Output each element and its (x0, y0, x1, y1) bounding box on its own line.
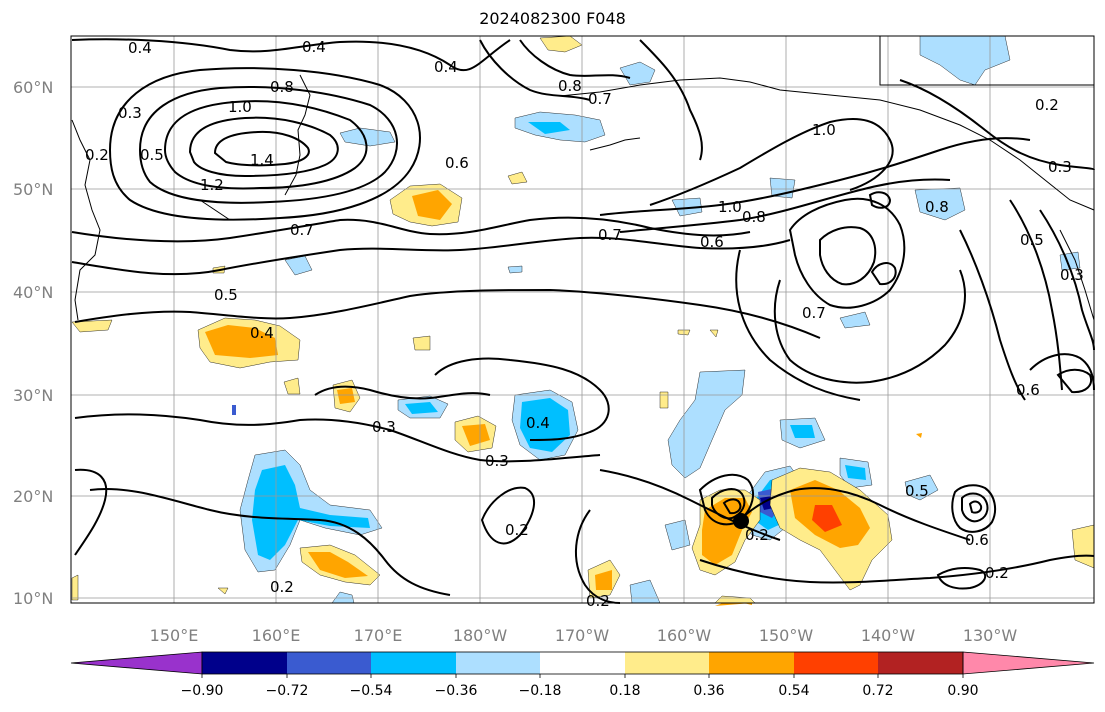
colorbar-tick-label: 0.54 (778, 683, 809, 699)
contour-label: 0.8 (742, 208, 766, 226)
colorbar-segment (456, 652, 540, 674)
contour-label: 0.7 (802, 304, 826, 322)
map-title: 2024082300 F048 (479, 9, 626, 28)
colorbar-tick-label: −0.36 (435, 683, 478, 699)
contour-label: 0.4 (250, 324, 274, 342)
lon-label: 170°W (555, 626, 610, 645)
colorbar-tick-label: −0.72 (266, 683, 309, 699)
negative-anomaly-shading (232, 35, 1081, 604)
coastlines (71, 36, 1095, 321)
contour-label: 0.6 (1016, 381, 1040, 399)
lon-label: 150°W (759, 626, 814, 645)
colorbar-segment (625, 652, 709, 674)
contour-label: 0.6 (965, 531, 989, 549)
lat-label: 50°N (13, 180, 53, 199)
colorbar-segment (794, 652, 878, 674)
colorbar-tick-label: 0.36 (693, 683, 724, 699)
contour-label: 0.3 (485, 452, 509, 470)
lon-label: 130°W (963, 626, 1018, 645)
latitude-labels: 60°N 50°N 40°N 30°N 20°N 10°N (13, 78, 53, 608)
colorbar-outline (201, 651, 964, 675)
contour-label: 1.0 (812, 121, 836, 139)
colorbar-extend-low (70, 651, 203, 675)
contour-label: 0.2 (270, 578, 294, 596)
contour-label: 0.3 (1060, 266, 1084, 284)
colorbar-segment (202, 652, 287, 674)
colorbar-tick-label: −0.90 (181, 683, 224, 699)
colorbar-tick-label: 0.18 (609, 683, 640, 699)
contour-label: 0.2 (505, 521, 529, 539)
contour-label: 0.2 (586, 592, 610, 610)
contour-label: 0.3 (118, 104, 142, 122)
longitude-labels: 150°E 160°E 170°E 180°W 170°W 160°W 150°… (150, 626, 1018, 645)
contour-label: 0.7 (290, 221, 314, 239)
contour-label: 0.2 (85, 146, 109, 164)
colorbar-extend-high (962, 651, 1095, 675)
lon-label: 160°W (657, 626, 712, 645)
positive-anomaly-shading (71, 35, 1095, 606)
contour-label: 0.2 (1035, 96, 1059, 114)
contour-label: 0.4 (302, 38, 326, 56)
contour-label: 0.7 (588, 90, 612, 108)
colorbar-tick-label: −0.54 (350, 683, 393, 699)
lon-label: 140°W (861, 626, 916, 645)
contour-label-group: 0.4 0.4 0.4 0.8 0.8 0.7 0.3 0.2 1.0 1.4 … (85, 38, 1084, 610)
storm-center-marker (733, 513, 749, 529)
contour-label: 0.3 (1048, 158, 1072, 176)
contour-label: 0.2 (745, 526, 769, 544)
map-frame (70, 35, 1095, 604)
lon-label: 160°E (252, 626, 301, 645)
lat-label: 40°N (13, 283, 53, 302)
lat-label: 20°N (13, 487, 53, 506)
contour-label: 1.0 (228, 98, 252, 116)
contour-label: 0.4 (434, 58, 458, 76)
lon-label: 180°W (453, 626, 508, 645)
contour-label: 0.5 (140, 146, 164, 164)
contour-lines (71, 38, 1095, 604)
lon-label: 170°E (354, 626, 403, 645)
contour-label: 1.2 (200, 176, 224, 194)
lat-label: 60°N (13, 78, 53, 97)
contour-label: 0.8 (925, 198, 949, 216)
contour-label: 0.8 (270, 78, 294, 96)
colorbar-tick-label: 0.72 (862, 683, 893, 699)
contour-label: 0.8 (558, 77, 582, 95)
contour-label: 0.6 (700, 233, 724, 251)
lon-label: 150°E (150, 626, 199, 645)
contour-label: 0.3 (372, 418, 396, 436)
contour-label: 0.5 (214, 286, 238, 304)
colorbar-segment (540, 652, 625, 674)
lat-label: 10°N (13, 589, 53, 608)
contour-label: 0.5 (1020, 231, 1044, 249)
colorbar-segment (287, 652, 371, 674)
graticule (71, 36, 1094, 603)
colorbar-segment (709, 652, 794, 674)
lat-label: 30°N (13, 386, 53, 405)
contour-label: 0.5 (905, 482, 929, 500)
contour-label: 0.6 (445, 154, 469, 172)
colorbar-tick-label: 0.90 (947, 683, 978, 699)
colorbar-segment (878, 652, 963, 674)
contour-label: 0.2 (985, 564, 1009, 582)
colorbar-tick-label: −0.18 (519, 683, 562, 699)
contour-label: 0.7 (598, 226, 622, 244)
colorbar: −0.90 −0.72 −0.54 −0.36 −0.18 0.18 0.36 … (70, 651, 1095, 699)
contour-label: 1.0 (718, 198, 742, 216)
contour-label: 1.4 (250, 151, 274, 169)
contour-label: 0.4 (128, 39, 152, 57)
colorbar-segment (371, 652, 456, 674)
contour-label: 0.4 (526, 414, 550, 432)
